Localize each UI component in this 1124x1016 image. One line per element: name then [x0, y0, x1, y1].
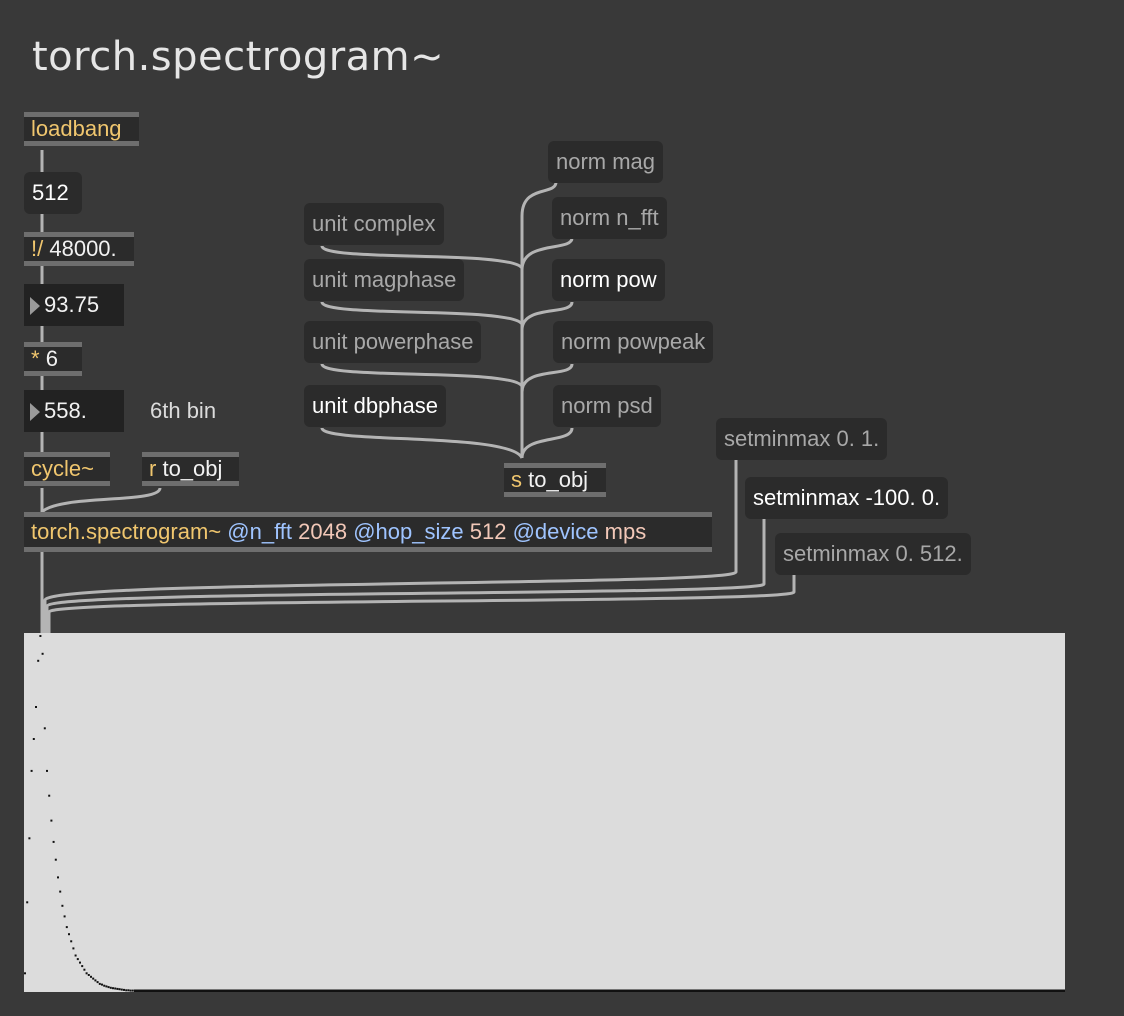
spectrum-point [52, 840, 55, 843]
spectrum-point [30, 769, 33, 772]
spectrum-point [59, 890, 62, 893]
message-norm-powpeak[interactable]: norm powpeak [553, 321, 714, 363]
divide-object[interactable]: !/ 48000. [24, 232, 134, 266]
spectrum-point [105, 985, 108, 988]
spectrum-point [24, 972, 26, 975]
bin-comment: 6th bin [150, 398, 217, 423]
send-object[interactable]: s to_obj [504, 463, 606, 497]
bin-frequency-value: 558. [44, 398, 87, 423]
spectrum-point [114, 987, 117, 990]
spectrum-point [32, 738, 35, 740]
spectrum-point [68, 933, 70, 936]
spectrum-point [35, 706, 37, 708]
attr-device: @device [512, 519, 599, 544]
spectrum-point [39, 635, 42, 637]
spectrum-point [48, 794, 51, 797]
spectrum-point [120, 988, 123, 991]
multiply-arg: 6 [45, 346, 58, 371]
message-unit-dbphase[interactable]: unit dbphase [304, 385, 446, 427]
spectrum-point [72, 947, 75, 950]
bin-frequency-number-box[interactable]: 558. [24, 390, 124, 432]
receive-arg: to_obj [162, 456, 223, 481]
value-device: mps [604, 519, 647, 544]
triangle-icon [30, 297, 40, 316]
spectrum-point [131, 989, 134, 992]
spectrum-point [26, 901, 29, 904]
cycle-label: cycle~ [31, 456, 94, 481]
spectrum-point [54, 858, 57, 861]
spectrum-point [50, 819, 53, 822]
frequency-number-box[interactable]: 93.75 [24, 284, 124, 326]
message-setminmax-db[interactable]: setminmax -100. 0. [745, 477, 949, 519]
spectrum-point [92, 977, 95, 980]
spectrum-point [118, 988, 121, 991]
spectrum-point [28, 837, 31, 840]
spectrum-point [43, 727, 46, 730]
spectrum-point [37, 659, 40, 662]
value-hop-size: 512 [469, 519, 507, 544]
message-512[interactable]: 512 [24, 172, 82, 214]
message-norm-mag[interactable]: norm mag [548, 141, 664, 183]
spectrum-point [112, 987, 114, 990]
spectrum-plot[interactable] [24, 633, 1065, 992]
divide-arg: 48000. [49, 236, 117, 261]
cycle-object[interactable]: cycle~ [24, 452, 110, 486]
message-norm-nfft[interactable]: norm n_fft [552, 197, 667, 239]
divide-op: !/ [31, 236, 44, 261]
message-norm-psd[interactable]: norm psd [553, 385, 661, 427]
spectrum-point [79, 961, 81, 964]
spectrum-point [65, 926, 68, 929]
spectrum-plot-svg [24, 635, 1065, 992]
message-norm-pow[interactable]: norm pow [552, 259, 665, 301]
spectrum-point [63, 915, 66, 918]
receive-op: r [149, 456, 157, 481]
spectrum-point [70, 940, 73, 943]
spectrum-point [109, 986, 112, 989]
message-setminmax-0-512[interactable]: setminmax 0. 512. [775, 533, 971, 575]
spectrum-point [74, 954, 77, 957]
spectrum-point [116, 987, 119, 990]
spectrum-point [127, 989, 130, 992]
spectrogram-name: torch.spectrogram~ [31, 519, 222, 544]
send-arg: to_obj [528, 467, 589, 492]
loadbang-label: loadbang [31, 116, 122, 141]
spectrum-point [107, 986, 110, 989]
spectrum-point [125, 989, 128, 992]
frequency-value: 93.75 [44, 292, 100, 317]
spectrum-point [98, 982, 101, 985]
message-unit-magphase[interactable]: unit magphase [304, 259, 465, 301]
spectrum-point [46, 769, 48, 772]
value-nfft: 2048 [298, 519, 348, 544]
message-setminmax-0-1[interactable]: setminmax 0. 1. [716, 418, 888, 460]
attr-hop-size: @hop_size [353, 519, 464, 544]
patch-title: torch.spectrogram~ [32, 34, 445, 80]
spectrum-point [96, 981, 99, 984]
spectrum-point [129, 989, 132, 992]
message-unit-complex[interactable]: unit complex [304, 203, 444, 245]
message-unit-powerphase[interactable]: unit powerphase [304, 321, 482, 363]
spectrum-point [87, 974, 90, 976]
multiply-op: * [31, 346, 40, 371]
spectrum-point [101, 983, 103, 986]
loadbang-object[interactable]: loadbang [24, 112, 139, 146]
spectrum-point [76, 958, 79, 961]
send-op: s [511, 467, 522, 492]
receive-object[interactable]: r to_obj [142, 452, 239, 486]
triangle-icon [30, 403, 40, 422]
spectrum-point [57, 876, 59, 879]
multiply-object[interactable]: * 6 [24, 342, 82, 376]
spectrogram-object[interactable]: torch.spectrogram~ @n_fft 2048 @hop_size… [24, 512, 712, 552]
spectrum-point [103, 984, 106, 987]
spectrum-point [123, 988, 125, 991]
spectrum-point [85, 972, 88, 975]
attr-nfft: @n_fft [227, 519, 293, 544]
spectrum-point [61, 904, 64, 907]
spectrum-point [94, 979, 97, 982]
spectrum-point [81, 965, 84, 968]
spectrum-point [90, 975, 92, 978]
spectrum-point [83, 968, 86, 971]
spectrum-point [41, 652, 44, 655]
